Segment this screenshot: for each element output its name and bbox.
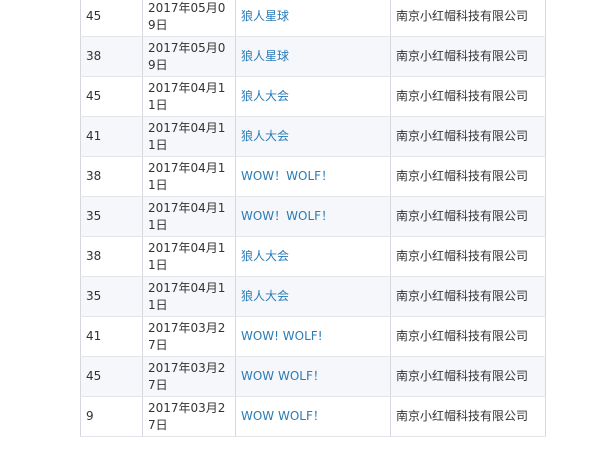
company-cell: 南京小红帽科技有限公司 <box>390 236 546 277</box>
count-cell: 38 <box>80 36 143 77</box>
date-cell: 2017年04月11日 <box>142 276 236 317</box>
title-cell[interactable]: WOW WOLF！ <box>235 356 391 397</box>
table-row: 41 2017年04月11日 狼人大会 南京小红帽科技有限公司 <box>80 116 546 157</box>
date-text: 2017年04月11日 <box>148 160 226 192</box>
date-text: 2017年03月27日 <box>148 320 226 352</box>
table-row: 38 2017年05月09日 狼人星球 南京小红帽科技有限公司 <box>80 36 546 77</box>
table-row: 38 2017年04月11日 狼人大会 南京小红帽科技有限公司 <box>80 236 546 277</box>
title-cell[interactable]: WOW！WOLF！ <box>235 156 391 197</box>
date-cell: 2017年04月11日 <box>142 156 236 197</box>
table-row: 45 2017年05月09日 狼人星球 南京小红帽科技有限公司 <box>80 0 546 37</box>
date-cell: 2017年03月27日 <box>142 356 236 397</box>
date-cell: 2017年03月27日 <box>142 316 236 357</box>
company-cell: 南京小红帽科技有限公司 <box>390 316 546 357</box>
title-cell[interactable]: 狼人大会 <box>235 76 391 117</box>
count-cell: 38 <box>80 156 143 197</box>
date-text: 2017年04月11日 <box>148 120 226 152</box>
date-text: 2017年05月09日 <box>148 40 226 72</box>
table-row: 35 2017年04月11日 狼人大会 南京小红帽科技有限公司 <box>80 276 546 317</box>
table-row: 45 2017年03月27日 WOW WOLF！ 南京小红帽科技有限公司 <box>80 356 546 397</box>
title-cell[interactable]: 狼人大会 <box>235 236 391 277</box>
date-cell: 2017年03月27日 <box>142 396 236 437</box>
company-cell: 南京小红帽科技有限公司 <box>390 76 546 117</box>
date-text: 2017年05月09日 <box>148 0 226 32</box>
count-cell: 41 <box>80 316 143 357</box>
date-cell: 2017年04月11日 <box>142 236 236 277</box>
company-cell: 南京小红帽科技有限公司 <box>390 356 546 397</box>
company-cell: 南京小红帽科技有限公司 <box>390 36 546 77</box>
company-cell: 南京小红帽科技有限公司 <box>390 156 546 197</box>
date-text: 2017年04月11日 <box>148 200 226 232</box>
date-text: 2017年04月11日 <box>148 80 226 112</box>
date-text: 2017年04月11日 <box>148 280 226 312</box>
title-cell[interactable]: WOW WOLF！ <box>235 396 391 437</box>
company-cell: 南京小红帽科技有限公司 <box>390 396 546 437</box>
company-cell: 南京小红帽科技有限公司 <box>390 196 546 237</box>
table-row: 41 2017年03月27日 WOW! WOLF! 南京小红帽科技有限公司 <box>80 316 546 357</box>
table-row: 45 2017年04月11日 狼人大会 南京小红帽科技有限公司 <box>80 76 546 117</box>
title-cell[interactable]: WOW! WOLF! <box>235 316 391 357</box>
title-cell[interactable]: 狼人星球 <box>235 0 391 37</box>
count-cell: 45 <box>80 76 143 117</box>
date-cell: 2017年04月11日 <box>142 116 236 157</box>
date-cell: 2017年04月11日 <box>142 196 236 237</box>
company-cell: 南京小红帽科技有限公司 <box>390 276 546 317</box>
count-cell: 35 <box>80 276 143 317</box>
company-cell: 南京小红帽科技有限公司 <box>390 0 546 37</box>
count-cell: 45 <box>80 0 143 37</box>
company-cell: 南京小红帽科技有限公司 <box>390 116 546 157</box>
date-cell: 2017年05月09日 <box>142 36 236 77</box>
count-cell: 45 <box>80 356 143 397</box>
title-cell[interactable]: WOW！WOLF！ <box>235 196 391 237</box>
count-cell: 35 <box>80 196 143 237</box>
title-cell[interactable]: 狼人星球 <box>235 36 391 77</box>
count-cell: 41 <box>80 116 143 157</box>
title-cell[interactable]: 狼人大会 <box>235 116 391 157</box>
count-cell: 38 <box>80 236 143 277</box>
date-text: 2017年03月27日 <box>148 360 226 392</box>
count-cell: 9 <box>80 396 143 437</box>
table-row: 35 2017年04月11日 WOW！WOLF！ 南京小红帽科技有限公司 <box>80 196 546 237</box>
table-row: 38 2017年04月11日 WOW！WOLF！ 南京小红帽科技有限公司 <box>80 156 546 197</box>
table-row: 9 2017年03月27日 WOW WOLF！ 南京小红帽科技有限公司 <box>80 396 546 437</box>
date-text: 2017年04月11日 <box>148 240 226 272</box>
date-text: 2017年03月27日 <box>148 400 226 432</box>
date-cell: 2017年05月09日 <box>142 0 236 37</box>
title-cell[interactable]: 狼人大会 <box>235 276 391 317</box>
records-table: 45 2017年05月09日 狼人星球 南京小红帽科技有限公司 38 2017年05月09… <box>80 0 546 437</box>
date-cell: 2017年04月11日 <box>142 76 236 117</box>
